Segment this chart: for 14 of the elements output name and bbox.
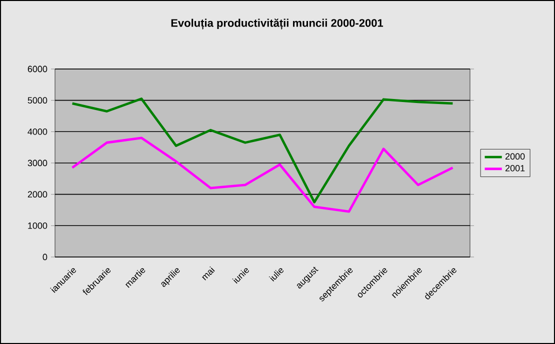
y-tick-label: 5000 [28,97,48,104]
line-series [71,98,454,204]
y-tick-label: 2000 [28,191,48,198]
legend-label: 2000 [505,153,525,160]
y-tick-label: 4000 [28,128,48,135]
line-series [71,136,454,213]
y-tick-label: 1000 [28,222,48,229]
x-tick-label: mai [202,266,215,280]
y-tick-label: 6000 [28,66,48,72]
legend-label: 2001 [505,164,525,172]
chart-title: Evoluția productivității muncii 2000-2001 [171,18,384,30]
x-tick-label: iulie [268,268,284,282]
y-tick-label: 0 [42,254,48,260]
y-tick-label: 3000 [28,160,48,166]
